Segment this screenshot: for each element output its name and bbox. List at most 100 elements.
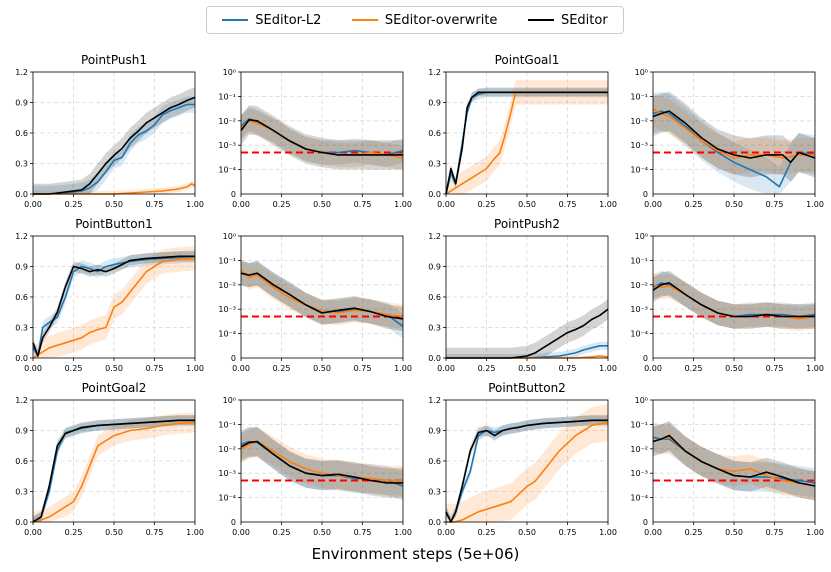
y-tick-label: 0.3 — [428, 160, 441, 169]
y-tick-label: 10⁰ — [223, 68, 236, 77]
x-tick-label: 0.50 — [725, 528, 743, 537]
panel-12: 0.00 0.25 0.50 0.75 1.00 10⁻⁴ 10⁻³ 10⁻² 10⁻¹ 10⁰ 0 — [630, 396, 824, 537]
x-tick-label: 0.75 — [354, 200, 372, 209]
y-tick-label: 10⁻² — [218, 281, 236, 290]
panel-9: 0.00 0.25 0.50 0.75 1.00 0.0 0.3 0.6 0.9 1.2 Point… — [15, 381, 204, 537]
x-tick-label: 0.50 — [105, 200, 123, 209]
x-tick-label: 0.00 — [232, 528, 250, 537]
y-tick-label: 10⁻¹ — [630, 92, 648, 101]
legend-item-seditor-overwrite: SEditor-overwrite — [351, 13, 497, 28]
x-tick-label: 0.00 — [232, 364, 250, 373]
y-tick-label: 0.3 — [15, 160, 28, 169]
panel-2: 0.00 0.25 0.50 0.75 1.00 10⁻⁴ 10⁻³ 10⁻² 10⁻¹ 10⁰ 0 — [218, 68, 412, 209]
x-tick-label: 0.25 — [685, 364, 703, 373]
x-tick-label: 0.00 — [644, 364, 662, 373]
y-tick-label: 10⁻¹ — [218, 256, 236, 265]
x-tick-label: 0.75 — [559, 528, 577, 537]
panel-title: PointGoal1 — [495, 53, 560, 67]
y-tick-label: 10⁻³ — [218, 469, 236, 478]
y-tick-label: 10⁻¹ — [218, 92, 236, 101]
y-tick-label: 1.2 — [15, 68, 28, 77]
series-line-seditor — [240, 440, 403, 484]
series-line-seditor — [33, 96, 196, 195]
x-tick-label: 0.25 — [65, 528, 83, 537]
y-tick-label: 0.6 — [428, 457, 441, 466]
y-tick-label: 10⁰ — [635, 396, 648, 405]
x-tick-label: 1.00 — [599, 528, 617, 537]
series-band-seditor — [33, 87, 195, 194]
x-tick-label: 1.00 — [186, 364, 204, 373]
y-tick-label: 10⁻¹ — [630, 420, 648, 429]
y-tick-label: 10⁻⁴ — [630, 494, 648, 503]
y-zero-label: 0 — [643, 518, 648, 527]
x-tick-label: 0.50 — [313, 364, 331, 373]
x-tick-label: 0.25 — [478, 528, 496, 537]
x-tick-label: 0.75 — [146, 364, 164, 373]
series-band-seditor-overwrite — [33, 412, 195, 522]
y-tick-label: 0.9 — [428, 427, 441, 436]
x-tick-label: 0.50 — [725, 200, 743, 209]
y-tick-label: 0.9 — [428, 99, 441, 108]
panel-title: PointPush2 — [494, 217, 560, 231]
legend-label-seditor-l2: SEditor-L2 — [255, 12, 322, 28]
y-zero-label: 0 — [643, 354, 648, 363]
y-zero-label: 0 — [643, 190, 648, 199]
series-line-seditor-l2 — [33, 103, 195, 195]
x-tick-label: 0.25 — [65, 200, 83, 209]
y-tick-label: 0.6 — [428, 293, 441, 302]
series-band-seditor — [33, 251, 195, 358]
x-tick-label: 0.50 — [725, 364, 743, 373]
y-tick-label: 0.0 — [428, 354, 441, 363]
y-tick-label: 10⁻³ — [630, 469, 648, 478]
x-tick-label: 0.50 — [105, 528, 123, 537]
x-tick-label: 0.75 — [354, 364, 372, 373]
y-tick-label: 10⁻³ — [218, 305, 236, 314]
y-tick-label: 1.2 — [428, 232, 441, 241]
y-tick-label: 0.0 — [15, 354, 28, 363]
x-tick-label: 0.00 — [24, 200, 42, 209]
series-band-seditor-overwrite — [446, 354, 608, 358]
x-tick-label: 0.25 — [273, 528, 291, 537]
legend-label-seditor: SEditor — [560, 12, 608, 28]
legend-swatch-seditor — [527, 19, 554, 21]
series-line-seditor — [32, 419, 195, 523]
x-tick-label: 1.00 — [806, 364, 824, 373]
x-tick-label: 0.00 — [437, 528, 455, 537]
x-tick-label: 0.50 — [313, 528, 331, 537]
x-tick-label: 0.75 — [766, 364, 784, 373]
panel-title: PointGoal2 — [82, 381, 147, 395]
series-line-seditor — [32, 255, 195, 357]
y-tick-label: 1.2 — [15, 232, 28, 241]
y-tick-label: 0.6 — [428, 129, 441, 138]
x-tick-label: 0.50 — [313, 200, 331, 209]
series-band-seditor-overwrite — [446, 404, 608, 522]
x-tick-label: 1.00 — [806, 200, 824, 209]
series-band-seditor-l2 — [241, 261, 403, 339]
series-line-seditor-overwrite — [32, 257, 196, 359]
series-band-seditor-l2 — [653, 91, 815, 194]
y-tick-label: 0.6 — [15, 293, 28, 302]
y-zero-label: 0 — [231, 354, 236, 363]
x-tick-label: 0.50 — [518, 528, 536, 537]
series-band-seditor-l2 — [241, 426, 403, 501]
panel-10: 0.00 0.25 0.50 0.75 1.00 10⁻⁴ 10⁻³ 10⁻² 10⁻¹ 10⁰ 0 — [218, 396, 412, 537]
y-tick-label: 10⁻³ — [630, 141, 648, 150]
y-tick-label: 1.2 — [15, 396, 28, 405]
y-tick-label: 10⁻² — [218, 117, 236, 126]
x-tick-label: 0.25 — [478, 200, 496, 209]
panel-6: 0.00 0.25 0.50 0.75 1.00 10⁻⁴ 10⁻³ 10⁻² 10⁻¹ 10⁰ 0 — [218, 232, 412, 373]
x-tick-label: 0.25 — [273, 200, 291, 209]
x-tick-label: 1.00 — [394, 200, 412, 209]
series-line-seditor — [446, 308, 609, 359]
legend-swatch-seditor-overwrite — [351, 19, 378, 21]
legend-swatch-seditor-l2 — [222, 19, 249, 21]
x-tick-label: 0.25 — [685, 528, 703, 537]
series-line-seditor — [652, 110, 816, 164]
x-tick-label: 0.75 — [146, 200, 164, 209]
figure-x-axis-label: Environment steps (5e+06) — [311, 545, 520, 563]
y-tick-label: 0.6 — [15, 129, 28, 138]
y-tick-label: 10⁻⁴ — [630, 166, 648, 175]
panel-8: 0.00 0.25 0.50 0.75 1.00 10⁻⁴ 10⁻³ 10⁻² 10⁻¹ 10⁰ 0 — [630, 232, 824, 373]
y-tick-label: 10⁰ — [223, 396, 236, 405]
x-tick-label: 0.75 — [146, 528, 164, 537]
